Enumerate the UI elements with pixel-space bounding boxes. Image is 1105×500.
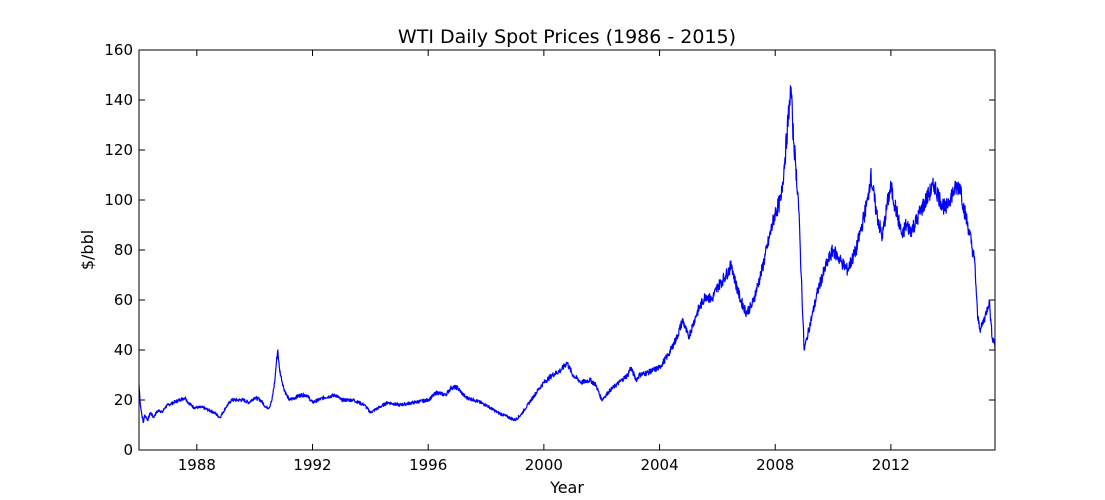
x-tick-label: 2004 bbox=[640, 456, 678, 474]
y-tick-label: 40 bbox=[114, 341, 133, 359]
x-tick-label: 1988 bbox=[178, 456, 216, 474]
series-line-wti bbox=[138, 85, 996, 424]
axis-ticks: 1988 1992 1996 2000 2004 2008 2012 0 20 40 60 80 100… bbox=[104, 41, 995, 474]
y-tick-label: 140 bbox=[104, 91, 133, 109]
x-tick-label: 2012 bbox=[872, 456, 910, 474]
plot-frame bbox=[138, 49, 996, 451]
x-axis-label: Year bbox=[549, 478, 584, 497]
y-tick-label: 20 bbox=[114, 391, 133, 409]
y-tick-label: 80 bbox=[114, 241, 133, 259]
y-tick-label: 60 bbox=[114, 291, 133, 309]
x-tick-label: 1992 bbox=[293, 456, 331, 474]
x-tick-label: 1996 bbox=[409, 456, 447, 474]
y-tick-label: 0 bbox=[123, 441, 133, 459]
chart-title: WTI Daily Spot Prices (1986 - 2015) bbox=[398, 26, 736, 48]
x-tick-label: 2000 bbox=[525, 456, 563, 474]
y-tick-label: 160 bbox=[104, 41, 133, 59]
x-tick-label: 2008 bbox=[756, 456, 794, 474]
y-tick-label: 120 bbox=[104, 141, 133, 159]
plot-area bbox=[138, 85, 996, 424]
y-axis-label: $/bbl bbox=[78, 230, 97, 270]
y-tick-label: 100 bbox=[104, 191, 133, 209]
